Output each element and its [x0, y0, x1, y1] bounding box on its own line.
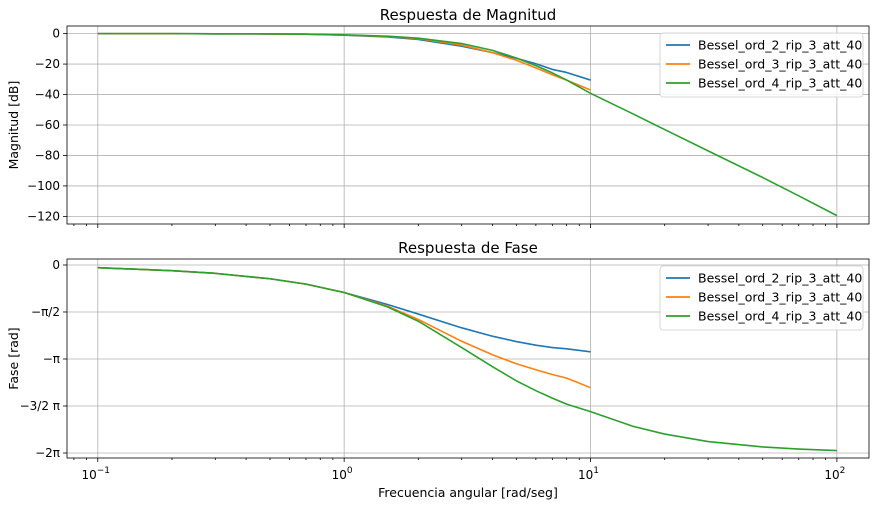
- phase-legend-box: [659, 265, 864, 331]
- magnitude-y-axis-label: Magnitud [dB]: [6, 81, 21, 170]
- phase-legend-label: Bessel_ord_4_rip_3_att_40: [698, 309, 862, 324]
- phase-x-axis-label: Frecuencia angular [rad/seg]: [378, 485, 558, 500]
- phase-x-tick-label: 100: [332, 466, 353, 482]
- magnitude-chart-title: Respuesta de Magnitud: [380, 6, 556, 24]
- magnitude-y-tick-label: −20: [35, 57, 60, 71]
- magnitude-legend-box: [659, 32, 864, 98]
- magnitude-y-tick-label: 0: [52, 27, 60, 41]
- magnitude-legend-label: Bessel_ord_2_rip_3_att_40: [698, 38, 862, 53]
- phase-y-axis-label: Fase [rad]: [6, 327, 21, 389]
- phase-series-line-3: [97, 266, 837, 452]
- phase-x-tick-label: 10−1: [81, 466, 110, 482]
- phase-y-tick-label: −π/2: [31, 305, 60, 319]
- phase-plot: 0 −π/2 −π −3/2 π −2π 10−1 100 101 102 Respuesta d…: [6, 239, 870, 500]
- magnitude-legend-label: Bessel_ord_4_rip_3_att_40: [698, 76, 862, 91]
- phase-chart-title: Respuesta de Fase: [398, 239, 538, 257]
- magnitude-y-tick-label: −100: [27, 179, 60, 193]
- magnitude-series-line-3: [97, 32, 838, 217]
- phase-axes-frame: [66, 258, 870, 459]
- phase-y-tick-label: 0: [52, 258, 60, 272]
- phase-y-tick-label: −3/2 π: [20, 399, 60, 413]
- phase-y-tick-label: −2π: [35, 446, 60, 460]
- magnitude-plot: 0 −20 −40 −60 −80 −100 −120 Respuesta de Magnit…: [6, 6, 870, 228]
- phase-legend: Bessel_ord_2_rip_3_att_40 Bessel_ord_3_ri…: [659, 265, 864, 331]
- magnitude-y-tick-label: −120: [27, 209, 60, 223]
- phase-y-tick-label: −π: [43, 352, 60, 366]
- phase-x-tick-label: 102: [824, 466, 845, 482]
- phase-legend-label: Bessel_ord_3_rip_3_att_40: [698, 290, 862, 305]
- magnitude-legend-label: Bessel_ord_3_rip_3_att_40: [698, 57, 862, 72]
- magnitude-legend: Bessel_ord_2_rip_3_att_40 Bessel_ord_3_ri…: [659, 32, 864, 98]
- magnitude-y-tick-label: −60: [35, 118, 60, 132]
- phase-x-tick-label: 101: [578, 466, 599, 482]
- magnitude-y-tick-label: −40: [35, 88, 60, 102]
- magnitude-y-tick-label: −80: [35, 148, 60, 162]
- phase-legend-label: Bessel_ord_2_rip_3_att_40: [698, 271, 862, 286]
